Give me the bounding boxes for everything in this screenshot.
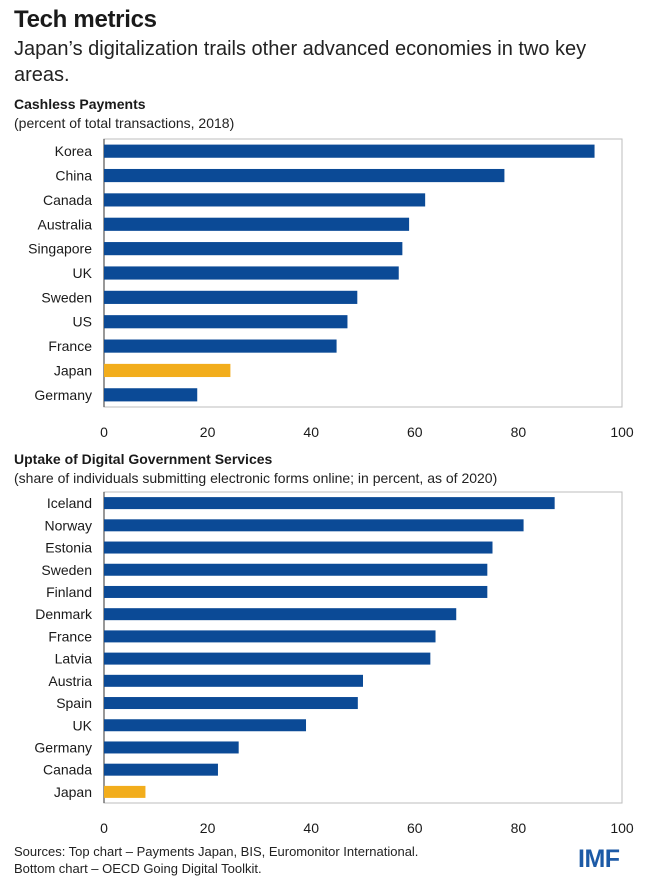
- category-label: UK: [73, 717, 93, 733]
- digital-gov-chart-title: Uptake of Digital Government Services: [14, 451, 273, 467]
- bar-germany: [104, 388, 198, 402]
- bar-korea: [104, 144, 595, 158]
- category-label: UK: [73, 265, 93, 281]
- bar-iceland: [104, 497, 555, 510]
- category-label: France: [48, 338, 92, 354]
- category-label: Singapore: [28, 241, 92, 257]
- category-label: Estonia: [45, 540, 92, 556]
- x-tick-label: 20: [200, 820, 216, 836]
- category-label: Sweden: [41, 562, 92, 578]
- bar-japan: [104, 363, 231, 378]
- category-label: Finland: [46, 584, 92, 600]
- bar-finland: [104, 585, 488, 598]
- cashless-chart-title: Cashless Payments: [14, 96, 146, 112]
- category-label: Australia: [38, 216, 93, 232]
- digital-gov-chart-subtitle: (share of individuals submitting electro…: [14, 470, 498, 486]
- sources-line-1: Sources: Top chart – Payments Japan, BIS…: [14, 844, 419, 859]
- bar-france: [104, 630, 436, 643]
- bar-uk: [104, 266, 399, 280]
- x-tick-label: 0: [100, 820, 108, 836]
- category-label: Norway: [45, 517, 92, 533]
- bar-germany: [104, 741, 239, 754]
- bar-sweden: [104, 290, 358, 304]
- bar-canada: [104, 763, 218, 776]
- x-tick-label: 20: [200, 424, 216, 440]
- bar-france: [104, 339, 337, 353]
- sources-line-2: Bottom chart – OECD Going Digital Toolki…: [14, 861, 262, 876]
- x-tick-label: 100: [610, 820, 634, 836]
- category-label: Sweden: [41, 289, 92, 305]
- category-label: Korea: [55, 143, 93, 159]
- category-label: Denmark: [35, 606, 93, 622]
- category-label: Iceland: [47, 495, 92, 511]
- bar-estonia: [104, 541, 493, 554]
- category-label: Austria: [48, 673, 92, 689]
- x-tick-label: 60: [407, 424, 423, 440]
- bar-uk: [104, 719, 307, 732]
- category-label: Germany: [34, 387, 92, 403]
- bar-sweden: [104, 563, 488, 576]
- page-title: Tech metrics: [14, 6, 157, 33]
- category-label: Spain: [56, 695, 92, 711]
- category-label: Canada: [43, 762, 92, 778]
- x-tick-label: 80: [511, 820, 527, 836]
- bar-canada: [104, 193, 426, 207]
- category-label: China: [55, 168, 92, 184]
- x-tick-label: 60: [407, 820, 423, 836]
- bar-japan: [104, 785, 146, 798]
- category-label: Japan: [54, 362, 92, 378]
- bar-china: [104, 168, 505, 183]
- bar-norway: [104, 519, 524, 532]
- bar-latvia: [104, 652, 431, 665]
- bar-denmark: [104, 608, 457, 621]
- page-subtitle: Japan’s digitalization trails other adva…: [14, 38, 587, 86]
- bar-singapore: [104, 242, 403, 256]
- x-tick-label: 0: [100, 424, 108, 440]
- x-tick-label: 100: [610, 424, 634, 440]
- imf-logo: IMF: [578, 845, 620, 873]
- category-label: Latvia: [55, 651, 93, 667]
- bar-australia: [104, 217, 410, 231]
- bar-austria: [104, 674, 363, 687]
- category-label: Germany: [34, 739, 92, 755]
- category-label: Japan: [54, 784, 92, 800]
- x-tick-label: 40: [303, 820, 319, 836]
- category-label: Canada: [43, 192, 92, 208]
- bar-spain: [104, 697, 358, 710]
- plot-frame: [103, 491, 623, 804]
- x-tick-label: 80: [511, 424, 527, 440]
- category-label: France: [48, 628, 92, 644]
- sources-note: Sources: Top chart – Payments Japan, BIS…: [14, 843, 418, 877]
- bar-us: [104, 315, 348, 329]
- cashless-chart-subtitle: (percent of total transactions, 2018): [14, 115, 235, 131]
- category-label: US: [73, 314, 92, 330]
- x-tick-label: 40: [303, 424, 319, 440]
